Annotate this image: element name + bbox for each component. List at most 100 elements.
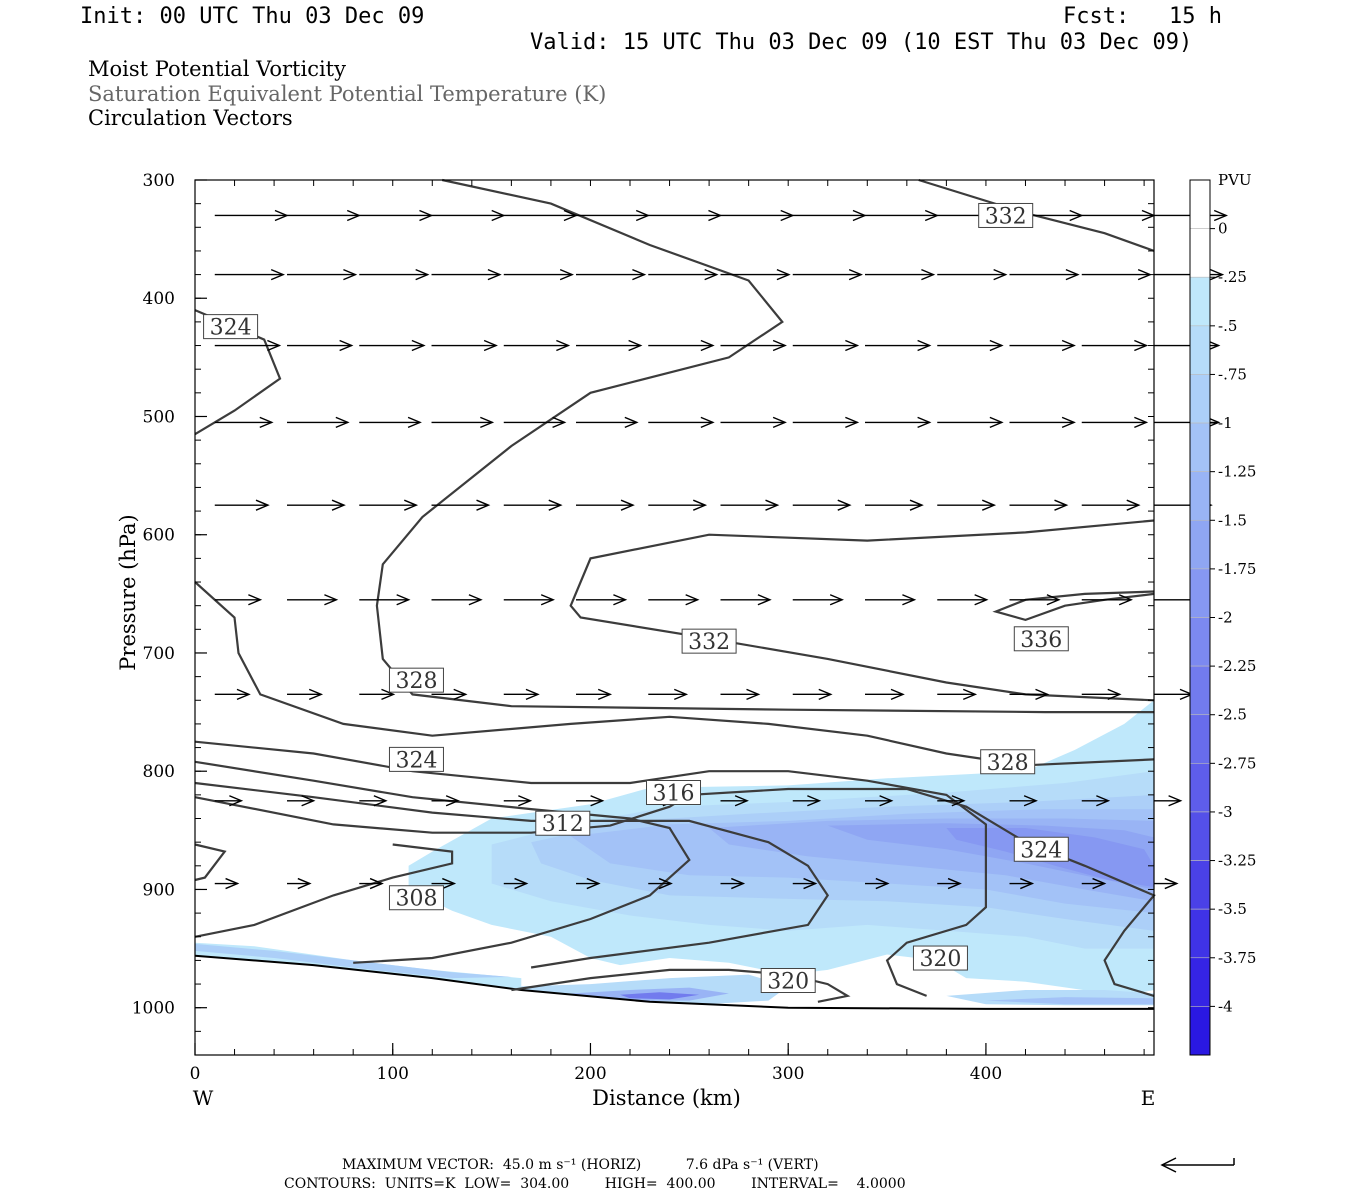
vector-head — [974, 594, 989, 606]
theta-es-contour — [194, 781, 830, 969]
vector-head — [411, 339, 426, 352]
circulation-vector — [937, 877, 962, 890]
vector-head — [1096, 795, 1111, 807]
contour-info: CONTOURS: UNITS=K LOW= 304.00 HIGH= 400.… — [284, 1176, 906, 1192]
circulation-vector — [792, 795, 822, 807]
vector-head — [491, 209, 506, 222]
circulation-vector — [937, 339, 1004, 352]
colorbar-tick-label: -3.25 — [1218, 852, 1256, 870]
contour-label-text: 332 — [688, 630, 730, 655]
vector-head — [620, 499, 635, 511]
vector-head — [776, 268, 791, 281]
vector-head — [692, 499, 708, 511]
circulation-vector — [287, 594, 339, 606]
x-tick-label: 0 — [190, 1064, 201, 1084]
circulation-vector — [648, 268, 719, 281]
circulation-vector — [1154, 688, 1194, 701]
vector-head — [1092, 877, 1107, 890]
vector-head — [540, 594, 555, 606]
circulation-vector — [359, 499, 419, 511]
vector-head — [548, 499, 563, 511]
vector-head — [837, 499, 852, 511]
circulation-vector — [287, 209, 362, 222]
colorbar-tick-label: -1 — [1218, 414, 1233, 432]
vector-head — [909, 499, 924, 511]
circulation-vector — [503, 688, 540, 701]
vector-head — [1069, 209, 1084, 222]
vector-head — [902, 594, 917, 606]
vector-head — [704, 268, 719, 281]
y-axis-label: Pressure (hPa) — [116, 514, 140, 670]
vector-head — [476, 499, 491, 511]
plot-frame — [194, 179, 1155, 1056]
circulation-vector — [1081, 209, 1156, 222]
circulation-vector — [648, 339, 715, 352]
vector-head — [248, 594, 263, 606]
vector-head — [563, 209, 578, 222]
contour-label-text: 328 — [987, 751, 1029, 776]
circulation-vector — [865, 877, 890, 890]
contour-label-text: 324 — [395, 748, 437, 773]
circulation-vector — [359, 688, 396, 701]
vector-head — [1213, 209, 1229, 222]
contour-label-text: 332 — [985, 204, 1027, 229]
circulation-vector — [865, 416, 932, 429]
contour-label-box — [388, 746, 444, 772]
circulation-vector — [1081, 416, 1149, 429]
colorbar-band — [1189, 665, 1211, 716]
vector-head — [339, 339, 354, 352]
contour-label-box — [388, 667, 444, 693]
vector-head — [1134, 339, 1149, 352]
theta-es-contour — [194, 760, 691, 964]
vector-head — [746, 688, 761, 701]
theta-es-contour — [194, 843, 454, 938]
vector-head — [308, 688, 324, 701]
valid-time: Valid: 15 UTC Thu 03 Dec 09 (10 EST Thu … — [530, 30, 1193, 55]
circulation-vector — [648, 688, 689, 701]
contour-label: 324 — [388, 746, 444, 773]
circulation-vector — [720, 499, 780, 511]
circulation-vector — [865, 268, 936, 281]
circulation-vector — [1009, 499, 1069, 511]
vector-head — [852, 209, 867, 222]
colorbar-tick-label: -3.5 — [1218, 900, 1247, 918]
contour-label-text: 320 — [919, 947, 961, 972]
vector-head — [993, 268, 1008, 281]
forecast-hour: Fcst: 15 h — [1063, 4, 1222, 29]
circulation-vector — [1081, 339, 1149, 352]
vector-head — [628, 339, 643, 352]
vector-head — [924, 209, 940, 222]
circulation-vector — [359, 416, 422, 429]
vector-head — [346, 209, 362, 222]
circulation-vector — [359, 795, 388, 807]
contour-label: 336 — [1013, 626, 1069, 653]
colorbar-tick-label: -2.5 — [1218, 706, 1247, 724]
vector-head — [335, 416, 350, 429]
vector-head — [419, 209, 434, 222]
colorbar-unit: PVU — [1218, 171, 1252, 189]
colorbar-band — [1189, 568, 1211, 618]
vector-head — [624, 416, 639, 429]
y-tick-label: 400 — [143, 289, 175, 309]
theta-es-contour — [569, 519, 1155, 702]
vector-head — [373, 795, 388, 807]
colorbar-band — [1189, 763, 1211, 813]
vector-head — [708, 209, 723, 222]
contour-label-box — [388, 885, 444, 911]
circulation-vector — [576, 339, 643, 352]
x-axis-label: Distance (km) — [592, 1086, 741, 1110]
circulation-vector — [648, 416, 715, 429]
vector-head — [772, 339, 787, 352]
vector-head — [468, 594, 483, 606]
colorbar-band — [1189, 1006, 1211, 1056]
colorbar-tick-label: -3 — [1218, 803, 1233, 821]
axes: 300 400 500 600 700 800 900 1000 0 100 200 300 400 W E… — [116, 171, 1155, 1110]
vector-head — [1206, 416, 1221, 429]
reference-vector — [1160, 1157, 1235, 1173]
colorbar-band — [1189, 519, 1211, 570]
circulation-vector — [287, 499, 346, 511]
contour-label-box — [1013, 626, 1069, 652]
vector-head — [518, 795, 533, 807]
contour-label-text: 324 — [1020, 838, 1062, 863]
